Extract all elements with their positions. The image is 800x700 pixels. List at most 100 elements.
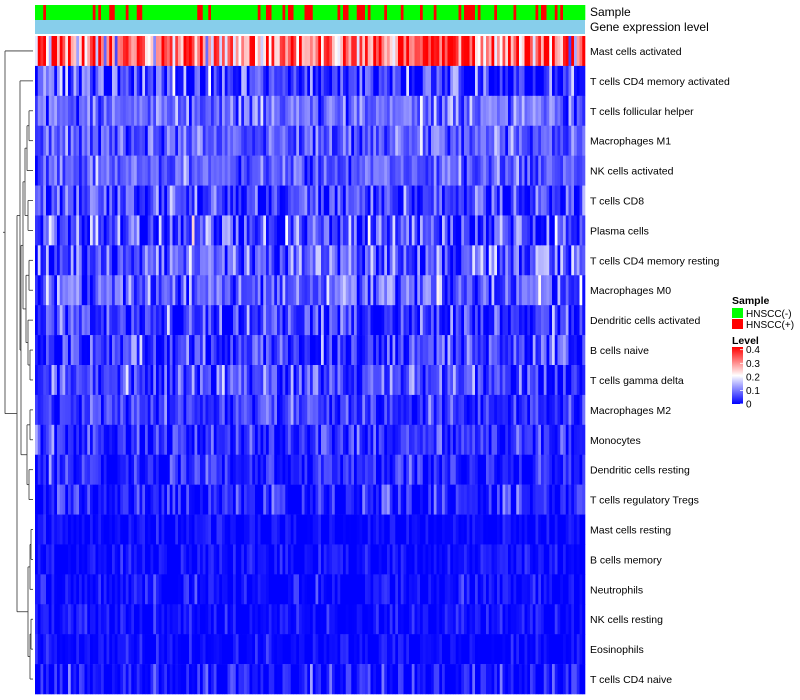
- heatmap-cell: [114, 125, 118, 156]
- heatmap-cell: [373, 454, 377, 485]
- heatmap-cell: [359, 634, 363, 665]
- heatmap-cell: [483, 245, 487, 276]
- heatmap-cell: [351, 514, 355, 545]
- heatmap-cell: [224, 365, 228, 396]
- heatmap-cell: [233, 634, 237, 665]
- heatmap-cell: [109, 155, 113, 186]
- heatmap-cell: [367, 95, 371, 127]
- heatmap-cell: [219, 305, 223, 336]
- heatmap-cell: [420, 634, 424, 665]
- heatmap-cell: [519, 335, 523, 366]
- heatmap-cell: [90, 634, 94, 665]
- heatmap-cell: [241, 604, 245, 635]
- heatmap-cell: [549, 574, 553, 605]
- heatmap-cell: [455, 275, 459, 306]
- heatmap-cell: [315, 664, 319, 695]
- heatmap-cell: [392, 574, 396, 605]
- sample-annotation-cell: [395, 5, 399, 20]
- heatmap-cell: [178, 394, 182, 426]
- heatmap-cell: [260, 484, 264, 515]
- heatmap-cell: [37, 65, 41, 97]
- heatmap-cell: [200, 95, 204, 127]
- heatmap-cell: [323, 155, 327, 186]
- heatmap-cell: [145, 484, 149, 515]
- heatmap-cell: [76, 245, 80, 276]
- heatmap-cell: [546, 454, 550, 485]
- sample-annotation-cell: [136, 5, 140, 20]
- heatmap-cell: [117, 185, 121, 216]
- sample-annotation-cell: [79, 5, 83, 20]
- heatmap-cell: [557, 305, 561, 336]
- heatmap-cell: [87, 634, 91, 665]
- heatmap-cell: [321, 245, 325, 276]
- heatmap-cell: [81, 365, 85, 396]
- heatmap-cell: [147, 424, 151, 456]
- heatmap-cell: [117, 514, 121, 545]
- legend-tick-label: 0: [746, 400, 752, 411]
- heatmap-cell: [334, 454, 338, 485]
- heatmap-cell: [340, 454, 344, 485]
- heatmap-cell: [384, 155, 388, 186]
- heatmap-cell: [519, 125, 523, 156]
- heatmap-cell: [312, 125, 316, 156]
- heatmap-cell: [334, 65, 338, 97]
- heatmap-cell: [134, 514, 138, 545]
- heatmap-cell: [62, 514, 66, 545]
- heatmap-cell: [455, 365, 459, 396]
- heatmap-cell: [420, 215, 424, 246]
- heatmap-cell: [244, 484, 248, 515]
- heatmap-cell: [400, 335, 404, 366]
- heatmap-cell: [288, 36, 292, 67]
- sample-annotation-cell: [156, 5, 160, 20]
- heatmap-cell: [400, 365, 404, 396]
- heatmap-cell: [499, 634, 503, 665]
- heatmap-cell: [288, 544, 292, 575]
- heatmap-cell: [406, 424, 410, 456]
- heatmap-cell: [480, 215, 484, 246]
- heatmap-cell: [164, 155, 168, 186]
- heatmap-cell: [202, 155, 206, 186]
- heatmap-cell: [345, 604, 349, 635]
- sample-annotation-cell: [472, 5, 476, 20]
- heatmap-cell: [194, 634, 198, 665]
- heatmap-cell: [54, 95, 58, 127]
- heatmap-cell: [134, 245, 138, 276]
- heatmap-cell: [211, 664, 215, 695]
- heatmap-cell: [279, 365, 283, 396]
- heatmap-cell: [497, 275, 501, 306]
- heatmap-cell: [563, 604, 567, 635]
- sample-annotation-cell: [235, 5, 239, 20]
- heatmap-cell: [244, 394, 248, 426]
- heatmap-cell: [417, 125, 421, 156]
- heatmap-cell: [417, 185, 421, 216]
- heatmap-cell: [354, 335, 358, 366]
- sample-annotation-cell: [57, 5, 61, 20]
- heatmap-cell: [359, 125, 363, 156]
- heatmap-cell: [491, 544, 495, 575]
- heatmap-cell: [131, 275, 135, 306]
- heatmap-cell: [279, 544, 283, 575]
- heatmap-cell: [114, 394, 118, 426]
- heatmap-cell: [538, 664, 542, 695]
- heatmap-cell: [95, 664, 99, 695]
- heatmap-cell: [191, 604, 195, 635]
- heatmap-cell: [134, 155, 138, 186]
- heatmap-cell: [266, 454, 270, 485]
- heatmap-cell: [354, 394, 358, 426]
- heatmap-cell: [255, 335, 259, 366]
- heatmap-cell: [65, 454, 69, 485]
- heatmap-cell: [513, 394, 517, 426]
- heatmap-cell: [274, 65, 278, 97]
- heatmap-cell: [153, 394, 157, 426]
- heatmap-cell: [359, 544, 363, 575]
- heatmap-cell: [241, 185, 245, 216]
- row-label: Eosinophils: [590, 644, 644, 656]
- heatmap-cell: [549, 215, 553, 246]
- heatmap-cell: [524, 424, 528, 456]
- heatmap-cell: [244, 454, 248, 485]
- heatmap-cell: [480, 544, 484, 575]
- heatmap-cell: [332, 634, 336, 665]
- heatmap-cell: [134, 634, 138, 665]
- heatmap-cell: [54, 544, 58, 575]
- heatmap-cell: [142, 36, 146, 67]
